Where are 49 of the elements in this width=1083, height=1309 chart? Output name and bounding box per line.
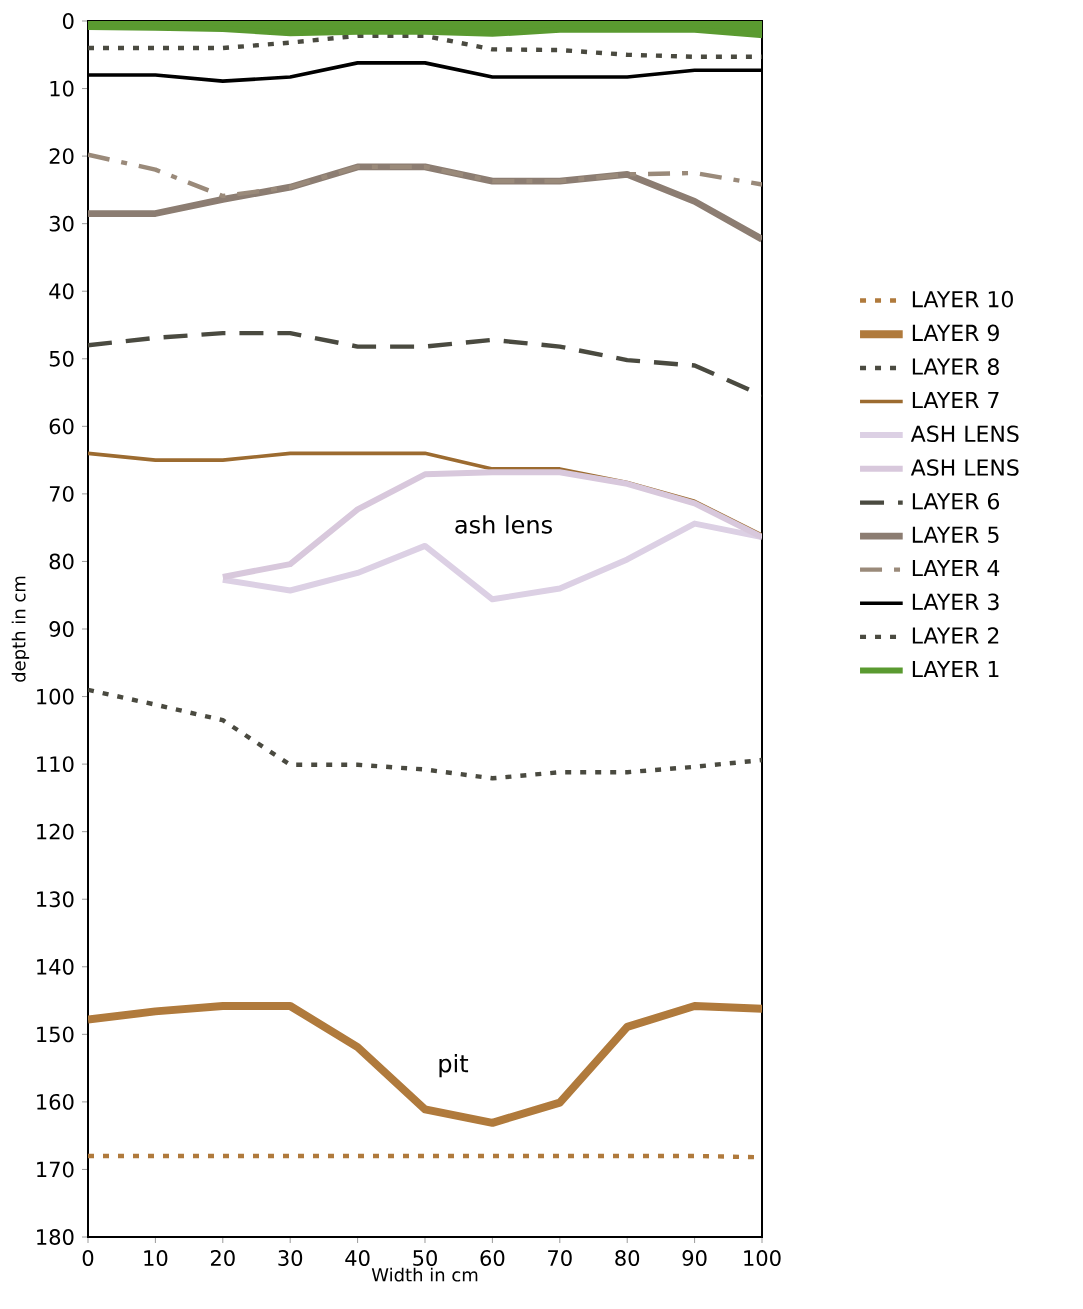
line-series	[88, 687, 763, 781]
y-tick-label: 180	[37, 1229, 74, 1245]
y-tick-label: 160	[37, 1093, 74, 1110]
legend-label: LAYER 1	[912, 660, 999, 678]
legend-label: ASH LENS	[910, 459, 1019, 476]
y-tick-label: 90	[49, 621, 74, 637]
annotation: ash lens	[455, 515, 552, 534]
y-tick-label: 0	[62, 13, 74, 29]
legend-label: LAYER 8	[912, 358, 999, 375]
y-tick-label: 40	[49, 283, 74, 300]
y-tick-label: 10	[50, 80, 74, 97]
legend-label: LAYER 9	[912, 324, 999, 342]
y-tick-label: 110	[37, 756, 74, 773]
y-axis-title: depth in cm	[11, 576, 30, 682]
legend-label: LAYER 5	[912, 526, 999, 543]
x-tick-label: 80	[615, 1250, 640, 1266]
legend-label: LAYER 4	[912, 560, 1000, 577]
x-tick-label: 50	[413, 1250, 437, 1266]
y-tick-label: 130	[37, 891, 74, 908]
y-tick-label: 80	[49, 553, 74, 570]
legend-label: LAYER 10	[912, 290, 1013, 308]
x-tick-label: 30	[278, 1250, 303, 1266]
y-tick-label: 60	[49, 418, 74, 435]
line-series	[88, 330, 763, 398]
legend-label: LAYER 3	[912, 593, 999, 611]
legend-label: LAYER 7	[912, 392, 999, 409]
y-tick-label: 20	[49, 148, 74, 165]
x-tick-label: 0	[82, 1250, 94, 1266]
y-tick-label: 70	[49, 485, 74, 502]
x-tick-label: 60	[480, 1250, 505, 1266]
y-tick-label: 30	[49, 215, 74, 232]
x-tick-label: 20	[210, 1250, 235, 1266]
x-tick-label: 10	[144, 1250, 168, 1266]
legend-label: LAYER 6	[912, 492, 1000, 510]
y-tick-label: 50	[49, 350, 74, 367]
y-tick-label: 120	[37, 823, 74, 840]
legend-label: ASH LENS	[910, 425, 1019, 443]
y-tick-label: 150	[37, 1026, 74, 1043]
line-series	[88, 152, 763, 199]
x-tick-label: 70	[548, 1250, 572, 1266]
x-tick-label: 90	[682, 1250, 707, 1266]
y-tick-label: 100	[37, 688, 74, 705]
y-tick-label: 170	[37, 1161, 74, 1178]
x-tick-label: 100	[744, 1250, 781, 1266]
annotation: pit	[439, 1053, 469, 1078]
x-tick-label: 40	[345, 1250, 370, 1266]
y-tick-label: 140	[37, 958, 74, 975]
x-axis-title: Width in cm	[371, 1267, 478, 1282]
legend-label: LAYER 2	[912, 627, 999, 644]
